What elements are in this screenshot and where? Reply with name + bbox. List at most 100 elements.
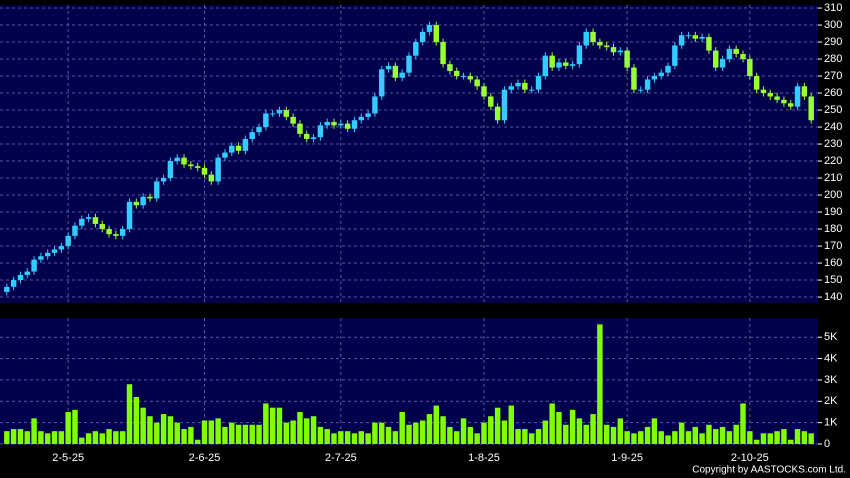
volume-bar bbox=[406, 424, 412, 444]
candle-body bbox=[208, 174, 215, 182]
volume-bar bbox=[638, 431, 644, 444]
candle-body bbox=[597, 42, 603, 46]
volume-bar bbox=[528, 433, 535, 444]
volume-bar bbox=[706, 424, 712, 444]
candle-body bbox=[147, 196, 153, 199]
volume-bar bbox=[576, 418, 583, 444]
y-tick-label: 270 bbox=[824, 70, 842, 82]
volume-bar bbox=[801, 431, 808, 444]
candle-body bbox=[99, 223, 105, 230]
volume-bar bbox=[788, 439, 794, 444]
volume-bar bbox=[760, 433, 767, 444]
volume-bar bbox=[283, 422, 290, 444]
candle-body bbox=[399, 72, 405, 78]
volume-bar bbox=[72, 409, 78, 444]
volume-bar bbox=[99, 433, 105, 444]
candle-body bbox=[610, 47, 617, 53]
candle-body bbox=[201, 167, 208, 175]
candle-body bbox=[583, 31, 589, 46]
volume-bar bbox=[631, 433, 637, 444]
volume-bar bbox=[494, 407, 501, 444]
volume-bar bbox=[372, 422, 378, 444]
volume-bar bbox=[651, 418, 658, 444]
candle-body bbox=[576, 45, 583, 65]
candle-body bbox=[699, 36, 705, 39]
candle-body bbox=[433, 25, 439, 43]
volume-bar bbox=[10, 429, 17, 444]
candle-body bbox=[651, 76, 658, 80]
volume-bar bbox=[44, 433, 51, 444]
volume-bar bbox=[672, 431, 678, 444]
candle-body bbox=[119, 229, 126, 236]
x-tick-label: 2-10-25 bbox=[731, 452, 769, 464]
candle-body bbox=[160, 178, 167, 182]
volume-bar bbox=[31, 418, 37, 444]
volume-bar bbox=[685, 431, 692, 444]
volume-bar bbox=[290, 420, 296, 444]
candle-body bbox=[781, 99, 787, 104]
candle-body bbox=[72, 225, 78, 236]
volume-bar bbox=[79, 437, 85, 444]
y-tick-label: 5K bbox=[824, 331, 838, 343]
candle-body bbox=[603, 45, 610, 48]
volume-bar bbox=[794, 429, 801, 444]
candle-body bbox=[215, 157, 221, 182]
candle-body bbox=[106, 229, 112, 235]
candle-body bbox=[51, 249, 58, 253]
candle-body bbox=[4, 286, 10, 292]
volume-bar bbox=[181, 429, 187, 444]
volume-bar bbox=[331, 433, 337, 444]
candle-body bbox=[385, 65, 392, 70]
volume-bar bbox=[65, 411, 71, 444]
volume-bar bbox=[447, 426, 453, 444]
candle-body bbox=[453, 70, 460, 77]
volume-bar bbox=[699, 433, 705, 444]
candle-body bbox=[481, 86, 487, 97]
candle-body bbox=[801, 86, 808, 97]
volume-bar bbox=[235, 424, 242, 444]
candle-body bbox=[222, 152, 228, 158]
volume-bar bbox=[304, 418, 310, 444]
volume-bar bbox=[201, 420, 208, 444]
volume-bar bbox=[522, 429, 528, 444]
volume-bar bbox=[249, 424, 255, 444]
volume-bar bbox=[542, 420, 549, 444]
volume-bar bbox=[392, 431, 399, 444]
candle-body bbox=[283, 110, 290, 117]
candle-body bbox=[126, 201, 133, 230]
candle-body bbox=[726, 48, 733, 60]
candle-body bbox=[188, 164, 194, 167]
volume-bar bbox=[222, 426, 228, 444]
copyright: Copyright by AASTOCKS.com Ltd. bbox=[692, 465, 846, 476]
volume-bar bbox=[229, 422, 235, 444]
candle-body bbox=[665, 65, 671, 73]
candle-body bbox=[713, 50, 719, 68]
volume-bar bbox=[481, 422, 487, 444]
volume-bar bbox=[310, 416, 317, 444]
volume-bar bbox=[324, 429, 330, 444]
volume-bar bbox=[413, 422, 419, 444]
volume-bar bbox=[808, 433, 814, 444]
volume-bar bbox=[508, 405, 514, 444]
candle-body bbox=[419, 31, 426, 43]
candle-body bbox=[501, 89, 508, 121]
volume-bar bbox=[488, 416, 494, 444]
x-tick-label: 1-9-25 bbox=[611, 452, 643, 464]
candle-body bbox=[297, 123, 303, 134]
candle-body bbox=[760, 89, 767, 94]
candle-body bbox=[358, 116, 365, 121]
y-tick-label: 220 bbox=[824, 155, 842, 167]
candle-body bbox=[467, 76, 474, 80]
candle-body bbox=[460, 76, 467, 78]
volume-bar bbox=[276, 407, 283, 444]
y-tick-label: 190 bbox=[824, 206, 842, 218]
candle-body bbox=[140, 196, 146, 206]
candle-body bbox=[290, 116, 296, 124]
volume-bar bbox=[4, 431, 10, 444]
volume-bar bbox=[781, 429, 787, 444]
volume-bar bbox=[692, 426, 699, 444]
volume-bar bbox=[344, 431, 351, 444]
volume-bar bbox=[719, 426, 726, 444]
volume-bar bbox=[365, 433, 371, 444]
volume-bar bbox=[467, 426, 474, 444]
